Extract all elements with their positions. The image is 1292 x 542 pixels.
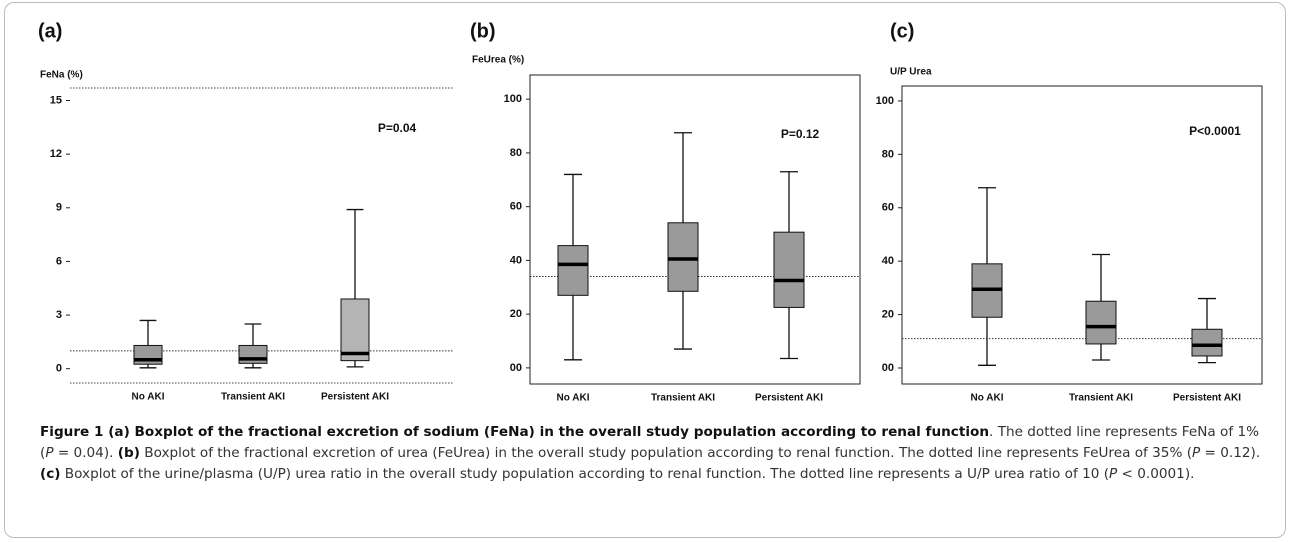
y-axis-label: FeNa (%) — [40, 70, 83, 81]
p-value: P=0.04 — [378, 121, 417, 135]
y-tick-label: 20 — [882, 308, 894, 320]
y-tick-label: 40 — [510, 254, 522, 266]
caption-text: . The dotted line represents FeNa of 1% … — [40, 424, 1260, 461]
y-tick-label: 100 — [504, 93, 522, 105]
x-tick-label: Transient AKI — [1069, 393, 1133, 404]
x-tick-label: Persistent AKI — [755, 393, 823, 404]
y-axis-label: FeUrea (%) — [472, 55, 524, 66]
y-tick-label: 00 — [510, 362, 522, 374]
caption-text: Boxplot of the fractional excretion of u… — [139, 445, 1193, 461]
panel-label: (c) — [890, 20, 914, 42]
box — [238, 344, 268, 364]
plot-frame — [901, 85, 1263, 385]
caption-text: (c) — [40, 466, 61, 482]
panel-label: (b) — [470, 20, 496, 42]
caption-text: < 0.0001). — [1117, 466, 1195, 482]
y-tick-label: 80 — [882, 148, 894, 160]
figure: (a) FeNa (%) 0 3 6 9 12 15 No AKI Transient AKI Pe… — [38, 20, 1263, 404]
y-tick-label: 12 — [50, 148, 62, 160]
y-tick-label: 60 — [882, 202, 894, 214]
box — [340, 298, 370, 362]
y-tick-label: 100 — [876, 95, 894, 107]
box — [773, 231, 805, 308]
p-value: P<0.0001 — [1189, 124, 1241, 138]
caption-text: = 0.12). — [1200, 445, 1261, 461]
box — [1191, 328, 1223, 357]
caption-text: P — [45, 445, 54, 461]
caption-text: (b) — [117, 445, 140, 461]
p-value: P=0.12 — [781, 127, 820, 141]
box — [667, 222, 699, 292]
y-tick-label: 20 — [510, 308, 522, 320]
plot-frame — [529, 74, 861, 385]
caption-text: P — [1109, 466, 1118, 482]
y-tick-label: 3 — [56, 309, 62, 321]
caption-text: Figure 1 (a) Boxplot of the fractional e… — [40, 424, 990, 440]
y-tick-label: 00 — [882, 362, 894, 374]
caption-text: P — [1192, 445, 1201, 461]
x-tick-label: Transient AKI — [651, 393, 715, 404]
box — [1085, 300, 1117, 345]
x-tick-label: No AKI — [971, 393, 1004, 404]
x-tick-label: Transient AKI — [221, 392, 285, 403]
caption-text: = 0.04). — [53, 445, 118, 461]
x-tick-label: Persistent AKI — [321, 392, 389, 403]
caption-text: Boxplot of the urine/plasma (U/P) urea r… — [60, 466, 1110, 482]
figure-frame — [4, 2, 1286, 538]
y-tick-label: 40 — [882, 255, 894, 267]
y-axis-label: U/P Urea — [890, 67, 932, 78]
x-tick-label: No AKI — [132, 392, 165, 403]
x-tick-label: No AKI — [557, 393, 590, 404]
y-tick-label: 6 — [56, 255, 62, 267]
box — [557, 245, 589, 296]
y-tick-label: 9 — [56, 202, 62, 214]
caption: Figure 1 (a) Boxplot of the fractional e… — [40, 422, 1270, 485]
panel-label: (a) — [38, 20, 62, 42]
y-tick-label: 0 — [56, 363, 62, 375]
y-tick-label: 15 — [50, 94, 62, 106]
x-tick-label: Persistent AKI — [1173, 393, 1241, 404]
y-tick-label: 60 — [510, 201, 522, 213]
y-tick-label: 80 — [510, 147, 522, 159]
